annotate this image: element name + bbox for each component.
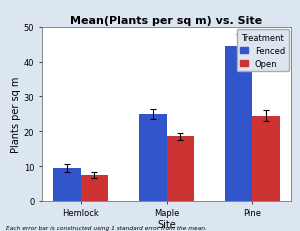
Text: Each error bar is constructed using 1 standard error from the mean.: Each error bar is constructed using 1 st…: [6, 225, 207, 230]
Bar: [225, 47, 252, 201]
Bar: [167, 137, 194, 201]
Bar: [81, 175, 108, 201]
Title: Mean(Plants per sq m) vs. Site: Mean(Plants per sq m) vs. Site: [70, 16, 262, 26]
X-axis label: Site: Site: [157, 219, 176, 229]
Bar: [53, 168, 81, 201]
Bar: [252, 116, 280, 201]
Bar: [139, 114, 167, 201]
Y-axis label: Plants per sq m: Plants per sq m: [11, 76, 21, 152]
Legend: Fenced, Open: Fenced, Open: [237, 30, 289, 72]
